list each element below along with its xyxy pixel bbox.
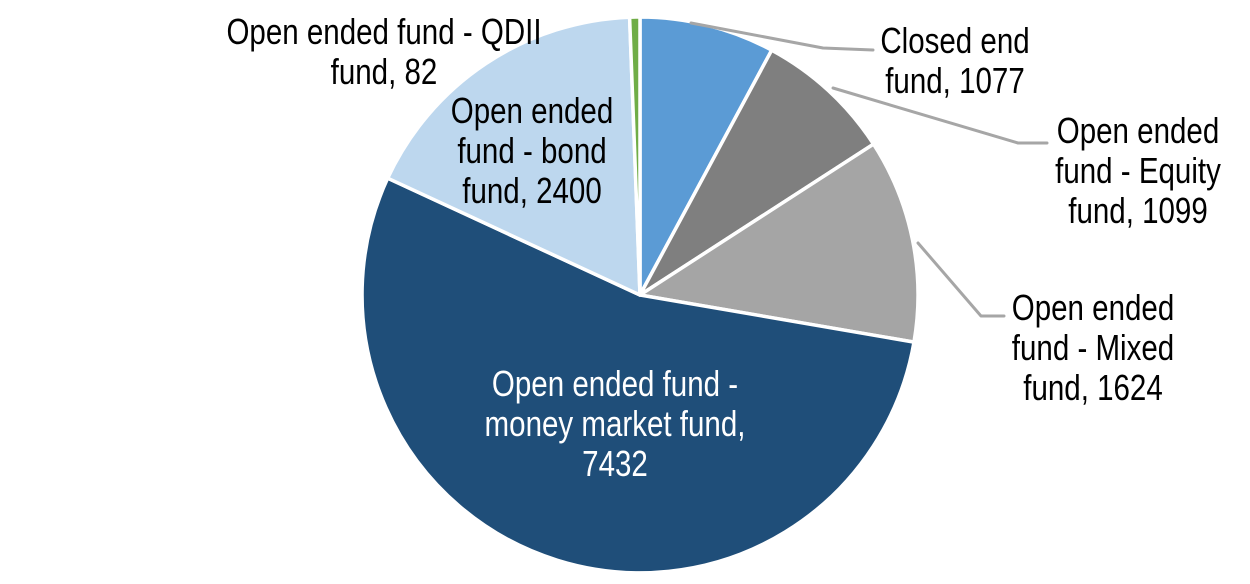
- data-label-line: fund, 82: [330, 51, 438, 92]
- data-label-line: fund - Mixed: [1011, 327, 1175, 368]
- pie-slice-mixed-fund: [638, 142, 920, 344]
- data-label-line: fund, 1077: [885, 60, 1025, 101]
- data-label-line: Closed end: [880, 20, 1030, 61]
- data-label-line: money market fund,: [484, 403, 746, 444]
- data-label-line: fund, 1624: [1023, 367, 1163, 408]
- data-label-line: Open ended fund -: [491, 363, 739, 404]
- data-label-line: Open ended: [450, 90, 614, 131]
- data-label-line: Open ended: [1056, 110, 1220, 151]
- data-label-mixed-fund: Open ended fund - Mixed fund, 1624: [1012, 288, 1175, 408]
- data-label-line: 7432: [582, 443, 648, 484]
- data-label-qdii-fund: Open ended fund - QDII fund, 82: [226, 12, 541, 92]
- data-label-equity-fund: Open ended fund - Equity fund, 1099: [1055, 111, 1221, 231]
- data-label-line: Open ended: [1011, 287, 1175, 328]
- data-label-line: fund, 2400: [462, 170, 602, 211]
- pie-slice-qdii-fund: [627, 15, 642, 297]
- data-label-line: Open ended fund - QDII: [226, 11, 542, 52]
- pie-slice-equity-fund: [638, 48, 876, 297]
- pie-slice-bond-fund: [385, 15, 642, 297]
- leader-line-equity-fund: [831, 86, 1049, 145]
- data-label-money-market-fund: Open ended fund - money market fund, 743…: [485, 364, 746, 484]
- pie-slice-money-market-fund: [360, 176, 916, 575]
- data-label-closed-end-fund: Closed end fund, 1077: [880, 21, 1029, 101]
- data-label-bond-fund: Open ended fund - bond fund, 2400: [451, 91, 614, 211]
- leader-line-mixed-fund: [916, 241, 1006, 318]
- data-label-line: fund - Equity: [1055, 150, 1221, 191]
- data-label-line: fund, 1099: [1068, 190, 1208, 231]
- leader-line-closed-end-fund: [689, 21, 875, 52]
- data-label-line: fund - bond: [457, 130, 607, 171]
